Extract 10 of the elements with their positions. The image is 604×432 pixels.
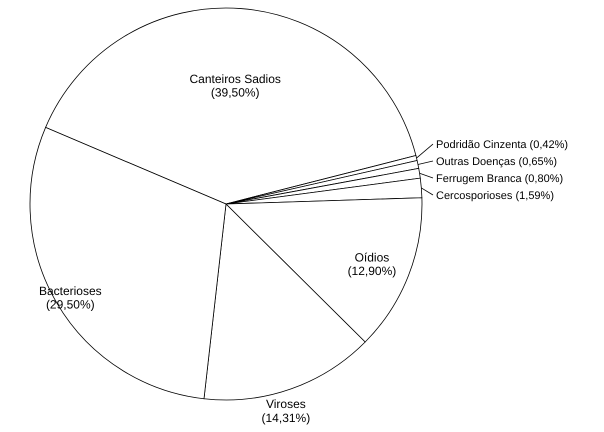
slice-label: Cercosporioses (1,59%) bbox=[436, 190, 554, 202]
slice-label: Viroses bbox=[266, 397, 306, 411]
slice-label: Ferrugem Branca (0,80%) bbox=[436, 172, 564, 185]
slice-label: Oídios bbox=[354, 250, 390, 264]
data-label: (12,90%) bbox=[348, 264, 396, 278]
slice-label: Outras Doenças (0,65%) bbox=[436, 156, 558, 168]
data-label: (14,31%) bbox=[262, 410, 310, 425]
slice-label: Podridão Cinzenta (0,42%) bbox=[436, 138, 568, 151]
data-label: (39,50%) bbox=[210, 86, 260, 100]
slice-label: Canteiros Sadios bbox=[189, 72, 281, 86]
